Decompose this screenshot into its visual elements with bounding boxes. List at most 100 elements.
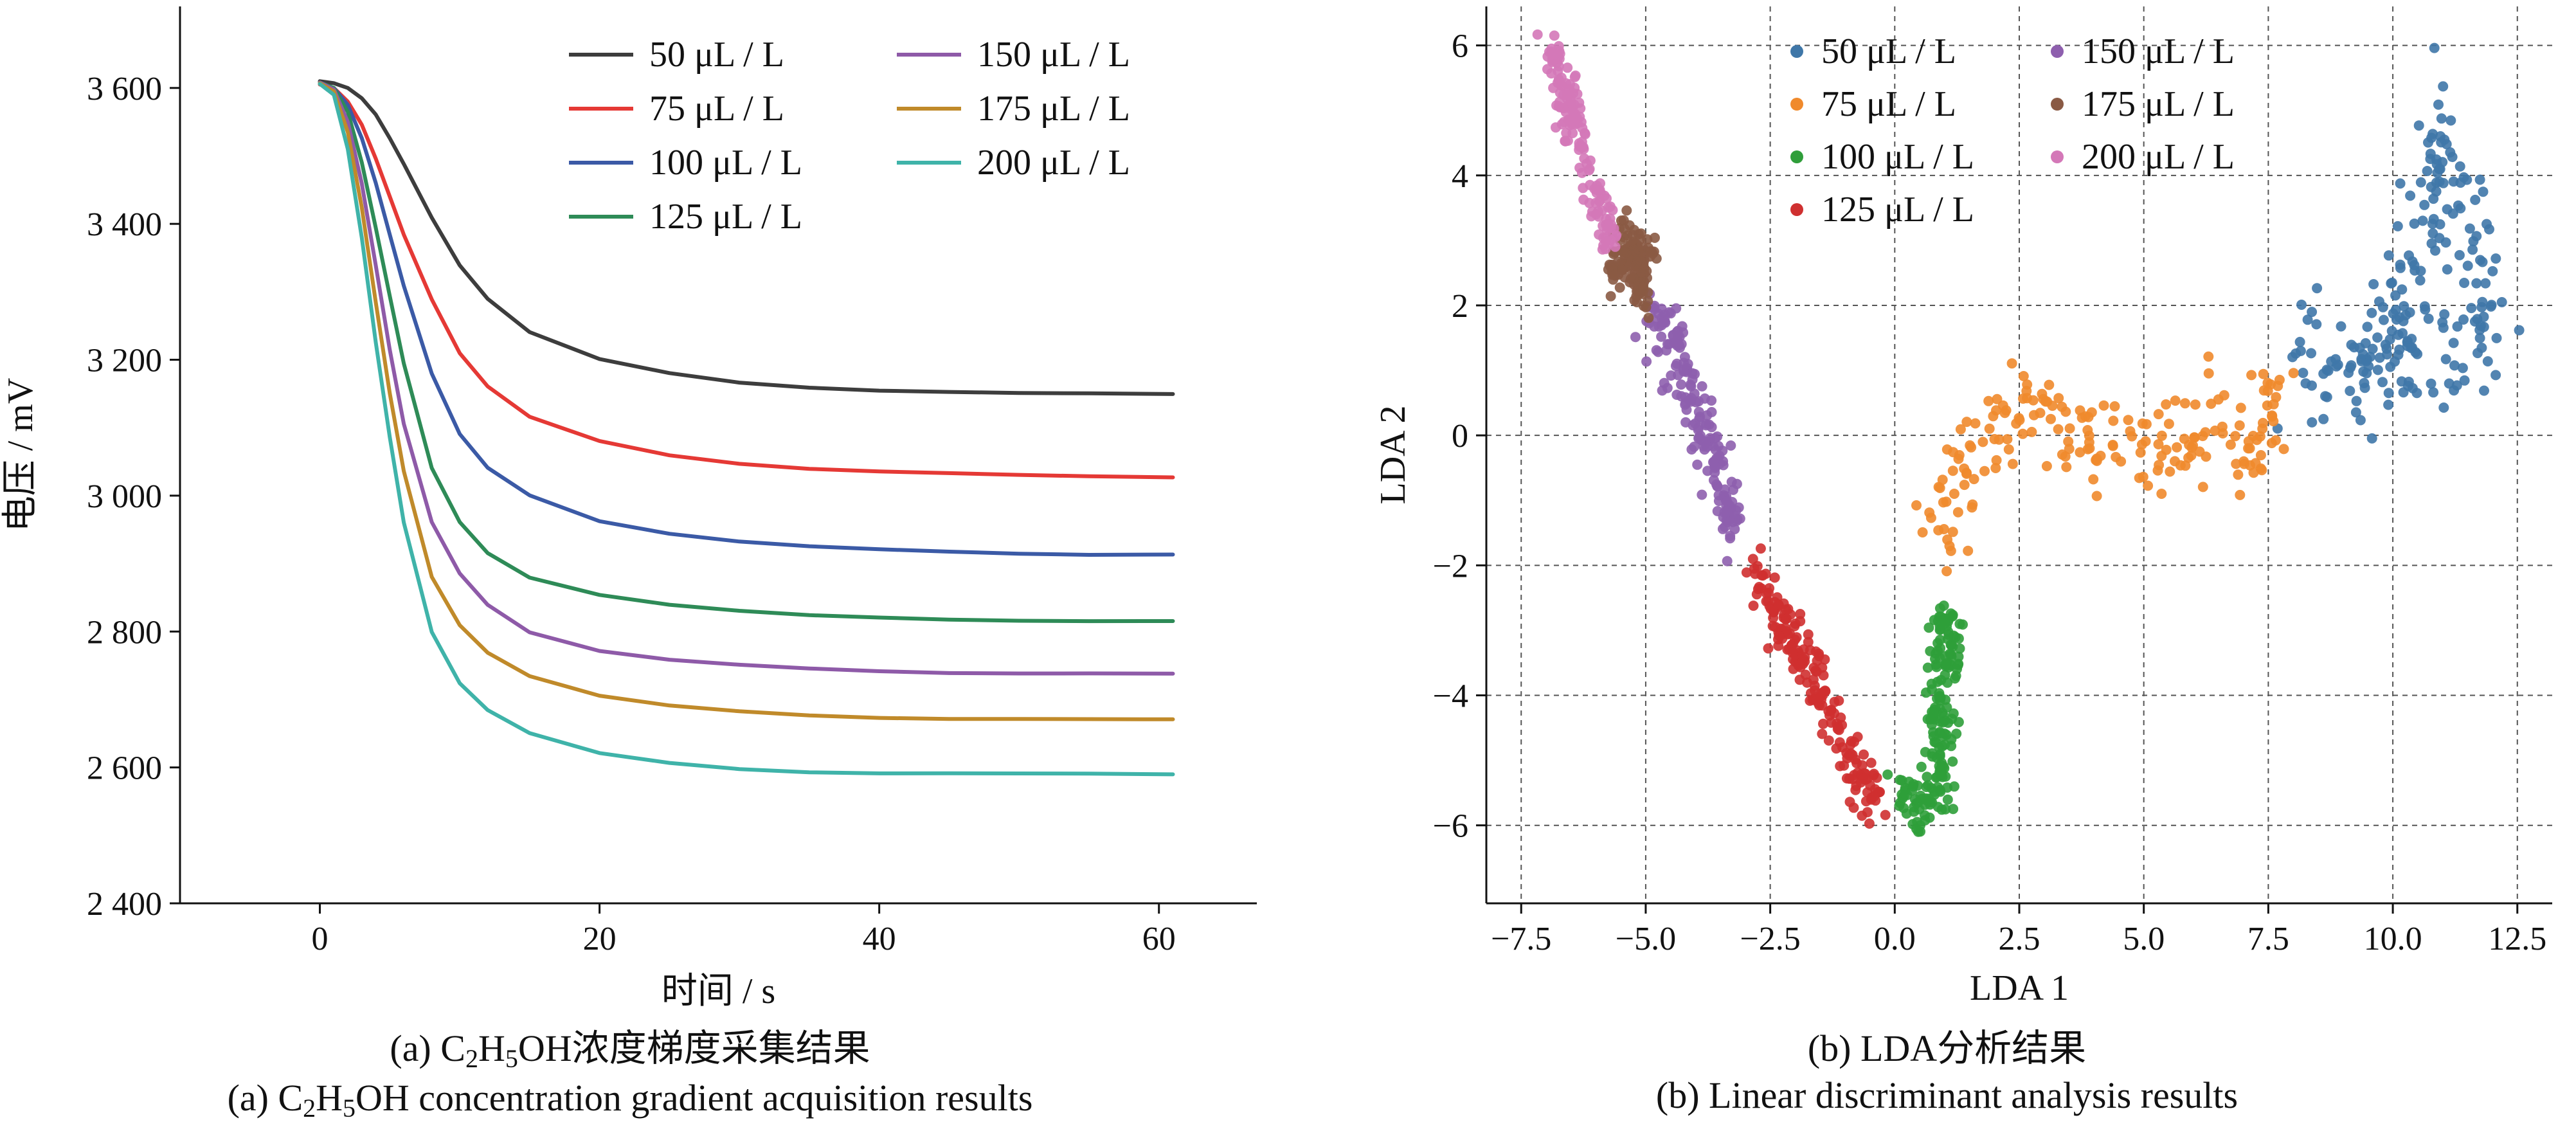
scatter-point <box>2441 139 2452 150</box>
scatter-point <box>2471 278 2482 289</box>
scatter-point <box>2140 436 2151 447</box>
scatter-point <box>2197 482 2208 492</box>
y-tick-label: 6 <box>1452 28 1468 65</box>
scatter-point <box>2233 469 2244 480</box>
scatter-point <box>2018 371 2029 381</box>
scatter-point <box>1864 818 1875 829</box>
scatter-point <box>1553 66 1563 77</box>
scatter-point <box>2123 415 2134 426</box>
scatter-point <box>1657 317 1668 328</box>
scatter-point <box>1702 442 1713 452</box>
scatter-point <box>2372 365 2383 375</box>
scatter-point <box>1943 626 1954 637</box>
scatter-point <box>2213 394 2224 405</box>
scatter-point <box>1586 211 1597 222</box>
scatter-point <box>1651 253 1662 264</box>
scatter-point <box>1790 619 1801 629</box>
scatter-point <box>2438 81 2449 92</box>
scatter-point <box>1947 465 1958 476</box>
scatter-point <box>1578 194 1589 205</box>
scatter-point <box>2423 313 2434 324</box>
y-tick-label: −2 <box>1433 548 1468 584</box>
scatter-point <box>2189 432 2200 443</box>
scatter-point <box>2153 409 2164 420</box>
scatter-point <box>2417 215 2428 226</box>
caption-b: (b) LDA分析结果 (b) Linear discriminant anal… <box>1318 1025 2576 1119</box>
scatter-point <box>1691 397 1702 408</box>
scatter-point <box>1594 229 1605 240</box>
scatter-point <box>2018 393 2028 404</box>
scatter-point <box>2258 385 2269 396</box>
scatter-point <box>2084 437 2094 447</box>
scatter-point <box>1779 622 1790 633</box>
scatter-point <box>1653 309 1664 319</box>
scatter-point <box>1999 408 2010 419</box>
scatter-point <box>1991 455 2002 465</box>
scatter-point <box>2448 338 2459 348</box>
x-tick-label: 2.5 <box>1999 921 2040 957</box>
scatter-point <box>2235 402 2246 413</box>
scatter-point <box>1621 205 1632 216</box>
scatter-point <box>2428 387 2439 398</box>
scatter-point <box>2377 302 2388 312</box>
scatter-point <box>2088 474 2099 485</box>
scatter-point <box>2474 332 2485 343</box>
scatter-point <box>2243 443 2254 454</box>
scatter-point <box>1787 647 1798 658</box>
scatter-point <box>2082 425 2093 435</box>
scatter-point <box>1860 796 1871 807</box>
scatter-point <box>2203 368 2214 379</box>
scatter-point <box>1570 70 1581 81</box>
scatter-point <box>1549 30 1560 41</box>
chart-b-lda-scatter: −7.5 −5.0 −2.5 0.0 2.5 5.0 7.5 10.0 12.5 −6 −4 −2 0 2… <box>1373 6 2552 1008</box>
scatter-point <box>1805 645 1815 656</box>
legend-marker <box>2051 98 2064 111</box>
scatter-point <box>2426 132 2437 143</box>
scatter-point <box>1750 568 1761 579</box>
scatter-point <box>1948 804 1959 815</box>
scatter-point <box>1901 808 1912 819</box>
scatter-point <box>1693 433 1704 444</box>
scatter-point <box>1947 714 1958 725</box>
scatter-point <box>2419 199 2430 210</box>
scatter-point <box>2368 279 2379 289</box>
scatter-point <box>1920 799 1931 810</box>
scatter-point <box>1569 82 1580 93</box>
scatter-point <box>2006 358 2017 369</box>
scatter-point <box>2426 378 2436 389</box>
scatter-point <box>1992 393 2003 404</box>
scatter-point <box>1556 80 1567 91</box>
scatter-point <box>1629 295 1640 305</box>
scatter-point <box>2438 177 2449 188</box>
scatter-point <box>2091 491 2102 501</box>
legend-label: 50 μL / L <box>1821 32 1956 71</box>
scatter-point <box>1638 285 1649 295</box>
scatter-point <box>1977 437 1988 447</box>
scatter-point <box>2462 260 2473 271</box>
scatter-point <box>1942 534 1953 545</box>
scatter-point <box>1953 453 1964 464</box>
scatter-point <box>2454 161 2465 172</box>
scatter-point <box>1953 651 1964 662</box>
scatter-point <box>1947 756 1958 767</box>
scatter-point <box>1697 381 1707 392</box>
scatter-point <box>1795 609 1806 619</box>
scatter-point <box>1734 513 1745 524</box>
scatter-point <box>1767 620 1778 631</box>
scatter-point <box>1603 202 1614 213</box>
scatter-point <box>1868 768 1879 779</box>
scatter-point <box>1709 460 1720 471</box>
scatter-point <box>2295 345 2306 356</box>
scatter-point <box>2449 360 2460 371</box>
scatter-point <box>2255 450 2266 460</box>
scatter-point <box>1941 659 1951 670</box>
scatter-point <box>1561 127 1572 138</box>
scatter-point <box>2402 381 2413 392</box>
scatter-point <box>2186 442 2197 453</box>
scatter-point <box>2053 424 2064 435</box>
scatter-point <box>1909 794 1920 805</box>
scatter-point <box>2007 458 2018 469</box>
scatter-point <box>2350 407 2361 418</box>
scatter-point <box>2098 400 2109 411</box>
scatter-point <box>1565 96 1576 107</box>
